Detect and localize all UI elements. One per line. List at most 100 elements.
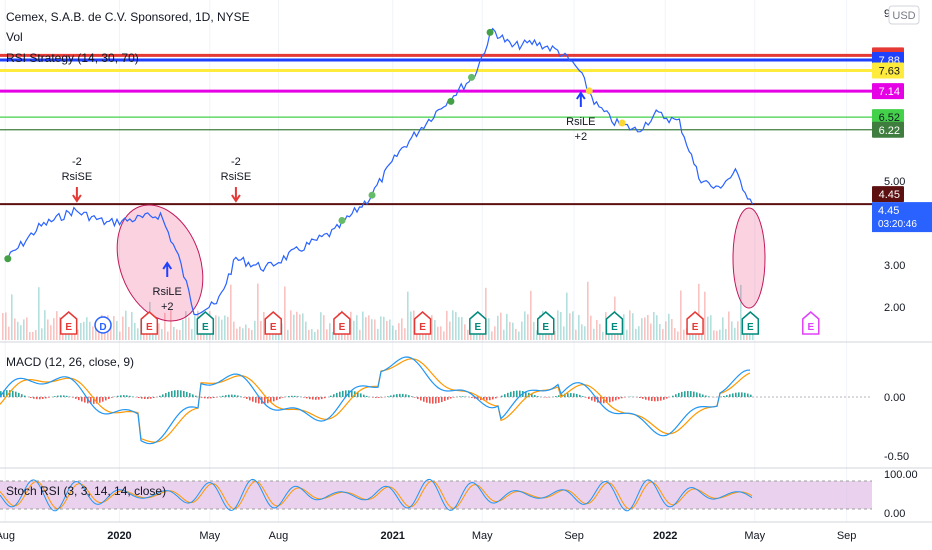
earnings-marker-icon[interactable] xyxy=(686,311,704,335)
level-label-bg-4[interactable] xyxy=(872,109,904,126)
macd-histogram-bar xyxy=(708,396,710,397)
level-label-bg-5[interactable] xyxy=(872,121,904,138)
volume-bar xyxy=(464,324,466,340)
macd-histogram-bar xyxy=(696,392,698,397)
macd-histogram-bar xyxy=(531,393,533,397)
volume-bar xyxy=(59,317,61,340)
current-price-badge[interactable] xyxy=(872,202,932,233)
macd-histogram-bar xyxy=(426,397,428,403)
macd-line xyxy=(0,356,751,445)
volume-bar xyxy=(626,329,628,340)
strategy-indicator-label[interactable]: RSI Strategy (14, 30, 70) xyxy=(6,51,139,65)
volume-bar xyxy=(86,317,88,340)
macd-histogram-bar xyxy=(402,393,404,397)
volume-bar xyxy=(632,313,634,340)
macd-indicator-label[interactable]: MACD (12, 26, close, 9) xyxy=(6,355,134,369)
volume-bar xyxy=(581,324,583,340)
event-marker-letter-11: E xyxy=(747,322,754,333)
volume-bar xyxy=(434,320,436,340)
earnings-marker-icon[interactable] xyxy=(59,311,78,335)
macd-histogram-bar xyxy=(399,393,401,397)
volume-bar xyxy=(395,329,397,340)
macd-histogram-bar xyxy=(177,390,179,397)
volume-bar xyxy=(533,321,535,340)
macd-histogram-bar xyxy=(315,397,317,400)
macd-histogram-bar xyxy=(96,397,98,404)
volume-bar xyxy=(191,329,193,340)
macd-histogram-bar xyxy=(306,397,308,399)
volume-bar xyxy=(443,331,445,340)
macd-histogram-bar xyxy=(663,397,665,400)
volume-bar xyxy=(125,310,127,340)
earnings-marker-icon[interactable] xyxy=(333,311,351,335)
level-label-bg-3[interactable] xyxy=(872,83,904,100)
macd-histogram-bar xyxy=(438,397,440,403)
macd-histogram-bar xyxy=(570,393,572,397)
time-axis[interactable]: Aug 2020 May Aug 2021 May Sep 2022 May Sep xyxy=(0,530,856,542)
volume-bar xyxy=(641,318,643,340)
earnings-marker-icon[interactable] xyxy=(264,311,282,335)
chart-title: Cemex, S.A.B. de C.V. Sponsored, 1D, NYS… xyxy=(6,10,250,24)
volume-bar xyxy=(38,287,40,340)
volume-bar xyxy=(662,329,664,340)
event-marker-letter-0: E xyxy=(65,322,72,333)
volume-bar xyxy=(326,329,328,340)
macd-histogram-bar xyxy=(732,393,734,397)
signal-dot-7 xyxy=(618,119,626,127)
volume-bars xyxy=(2,281,754,340)
volume-bar xyxy=(704,291,706,340)
currency-badge[interactable] xyxy=(888,5,920,25)
macd-histogram-bar xyxy=(459,396,461,397)
macd-histogram-bar xyxy=(57,395,59,397)
volume-bar xyxy=(596,319,598,340)
stoch-indicator-label[interactable]: Stoch RSI (3, 3, 14, 14, close) xyxy=(6,484,166,498)
volume-bar xyxy=(746,331,748,340)
earnings-marker-icon[interactable] xyxy=(140,311,159,335)
volume-bar xyxy=(677,331,679,340)
highlight-ellipses xyxy=(116,204,766,322)
macd-histogram-bar xyxy=(339,391,341,397)
macd-histogram-bar xyxy=(33,397,35,399)
level-label-bg-2[interactable] xyxy=(872,62,904,79)
grid-lines xyxy=(4,0,848,522)
strategy-signal-dots xyxy=(4,28,626,263)
currency-label: USD xyxy=(892,10,915,22)
earnings-marker-icon[interactable] xyxy=(536,311,555,335)
earnings-marker-icon[interactable] xyxy=(802,311,820,335)
volume-bar xyxy=(488,318,490,340)
macd-histogram-bar xyxy=(30,397,32,398)
earnings-marker-icon[interactable] xyxy=(741,311,760,335)
macd-histogram-bar xyxy=(705,395,707,397)
dividend-marker-icon[interactable] xyxy=(94,316,112,334)
volume-bar xyxy=(65,330,67,340)
level-label-2: 7.63 xyxy=(879,66,900,78)
earnings-marker-icon[interactable] xyxy=(196,311,215,335)
macd-histogram-bar xyxy=(585,397,587,398)
macd-histogram-bar xyxy=(9,390,11,397)
macd-histogram-bar xyxy=(432,397,434,404)
macd-histogram-bar xyxy=(414,397,416,398)
macd-histogram-bar xyxy=(666,397,668,399)
volume-bar xyxy=(407,291,409,340)
price-axis[interactable]: 7.997.887.637.146.526.224.454.4503:20:46… xyxy=(872,8,932,314)
volume-bar xyxy=(224,315,226,340)
volume-bar xyxy=(545,330,547,340)
level-label-bg-6[interactable] xyxy=(872,186,904,203)
signal-dot-4 xyxy=(468,73,476,81)
earnings-marker-icon[interactable] xyxy=(413,311,432,335)
time-axis-tick-6: Sep xyxy=(564,530,584,542)
horizontal-levels xyxy=(0,53,872,206)
earnings-marker-icon[interactable] xyxy=(605,311,624,335)
macd-histogram-bar xyxy=(150,397,152,399)
volume-bar xyxy=(530,290,532,340)
event-marker-letter-6: E xyxy=(419,322,426,333)
macd-histogram-bar xyxy=(342,390,344,397)
macd-histogram-bar xyxy=(48,397,50,398)
macd-histogram-bar xyxy=(42,397,44,399)
volume-indicator-label[interactable]: Vol xyxy=(6,30,23,44)
signal-label-qty-2: +2 xyxy=(161,301,174,313)
earnings-marker-icon[interactable] xyxy=(469,311,487,335)
volume-bar xyxy=(26,317,28,340)
volume-bar xyxy=(563,326,565,340)
macd-histogram-bar xyxy=(378,397,380,398)
